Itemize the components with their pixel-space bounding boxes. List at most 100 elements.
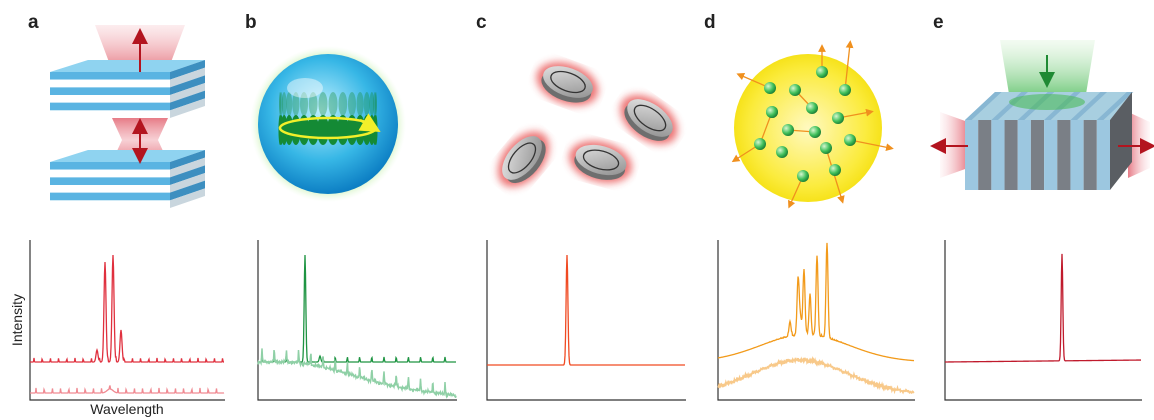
microdisk [620,95,678,145]
scatterer [820,142,832,154]
illustration-e [930,40,1154,190]
grating-stripe [978,120,992,190]
slab-top [50,60,205,72]
mode-lobe [328,92,338,116]
scatterer [806,102,818,114]
scatter-arrow [849,139,894,152]
mode-lobe [318,92,328,116]
grating-stripe [1083,120,1097,190]
mode-lobe [356,92,364,116]
slab-stripe [170,90,205,111]
scatterer [816,66,828,78]
grating-stripe [1096,92,1134,120]
mode-lobe [369,92,375,116]
slab-stripe [50,192,170,201]
slab-stripe [50,177,170,185]
slab-stripe [170,60,205,80]
slab-top [50,150,205,162]
panel-label: c [476,12,487,33]
slab-stripe [170,75,205,95]
slab-stripe [50,169,170,178]
scatterer [797,170,809,182]
spectrum-line [945,253,1142,363]
slab-stripe [170,180,205,201]
mode-lobe [291,115,301,145]
slab-stripe [170,188,205,208]
scatterer [776,146,788,158]
microdisk [497,131,550,187]
grating-stripe [1017,120,1031,190]
block-side [1110,92,1132,190]
panel-label: d [704,12,716,33]
slab-stripe [50,102,170,111]
spectrum-line [487,254,685,366]
grating-stripe [1096,120,1110,190]
panel-label: e [933,12,944,33]
panel-label: b [245,12,257,33]
spectrum-line [30,385,225,394]
scatterer [844,134,856,146]
spectrum-line [258,254,457,364]
illustration-c [497,62,678,187]
slab-stripe [50,72,170,80]
slab-stripe [170,150,205,170]
y-axis-label: Intensity [9,294,25,346]
slab-stripe [170,83,205,103]
slab-stripe [50,95,170,103]
mode-lobe [308,92,318,116]
mode-lobe [299,92,309,116]
grating-stripe [965,92,1002,120]
grating-stripe [965,120,979,190]
mode-lobe [373,92,377,116]
slab-stripe [50,87,170,95]
mode-lobe [363,92,370,116]
x-axis-label: Wavelength [90,401,163,417]
mode-lobe [281,92,287,116]
grating-stripe [1044,120,1058,190]
scatterer [754,138,766,150]
slab-stripe [170,165,205,185]
slab-stripe [50,79,170,88]
scatterer [829,164,841,176]
spectrum-line [30,254,225,363]
mode-lobe [375,92,377,116]
slab-stripe [170,67,205,88]
grating-stripe [1070,92,1108,120]
mirror [50,150,205,208]
spectrum-line [257,348,457,399]
slab-stripe [50,200,170,208]
illustration-d [731,40,894,209]
microdisk [536,62,599,106]
grating-stripe [1057,120,1071,190]
slab-stripe [170,157,205,178]
mode-lobe [279,92,281,116]
mode-lobe [292,92,300,116]
scatterer [764,82,776,94]
illustration-b [250,46,406,202]
pump-spot [1009,94,1085,110]
mode-lobe [347,92,357,116]
spectra [30,242,1142,399]
scatterer [782,124,794,136]
grating-stripe [991,120,1005,190]
slab-stripe [50,185,170,193]
scatterer [832,112,844,124]
mode-lobe [279,92,283,116]
spectra-axes [29,240,1142,401]
scatterer [809,126,821,138]
scatter-arrow [844,40,854,91]
mode-lobe [338,92,348,116]
spectrum-line [717,355,915,395]
slab-stripe [50,110,170,118]
panel-label: a [28,12,39,33]
slab-stripe [170,98,205,118]
illustration-a [50,25,205,208]
spectrum-line [717,242,915,362]
grating-stripe [1004,120,1018,190]
scatterer [766,106,778,118]
mirror [50,60,205,118]
slab-stripe [50,162,170,170]
scatterer [789,84,801,96]
grating-stripe [1070,120,1084,190]
